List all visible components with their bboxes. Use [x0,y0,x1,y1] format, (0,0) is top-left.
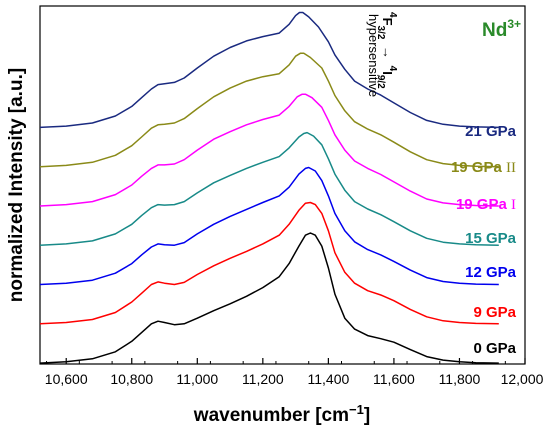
x-axis-title: wavenumber [cm−1] [193,402,370,426]
legend-entry-text: 9 GPa [473,304,516,321]
series-line-2 [39,166,499,286]
x-tick-label: 11,800 [439,371,481,387]
legend-entry: 0 GPa [473,340,516,357]
legend-entry-text: 19 GPa [451,159,506,176]
legend-entry-text: 12 GPa [465,264,517,281]
x-axis-ticks: 10,600 10,800 11,000 11,200 11,400 11,600 11,8… [45,358,544,387]
series-line-1 [39,201,499,325]
x-tick-label: 11,200 [242,371,284,387]
transition-annotation: 4F3/2 → 4I9/2 hypersensitive [366,12,398,97]
series-line-5 [39,52,499,168]
legend-entry: 19 GPa I [456,196,516,213]
legend-entry: 15 GPa [465,230,517,247]
x-tick-label: 10,600 [45,371,88,387]
transition-initial-sup: 4 [387,12,398,18]
legend-entry: 12 GPa [465,264,517,281]
y-axis-title: normalized Intensity [a.u.] [6,68,27,302]
transition-final-sub: 9/2 [375,75,386,89]
legend-entry-roman: II [506,160,516,176]
x-tick-label: 12,000 [501,371,544,387]
ion-label-base: Nd [482,20,507,41]
x-tick-label: 11,400 [307,371,349,387]
x-axis-title-main: wavenumber [cm [193,405,349,426]
legend-entry-text: 21 GPa [465,123,517,140]
transition-arrow: → [380,42,395,62]
plot-frame [39,5,526,365]
svg-text:4F3/2 → 4I9/2: 4F3/2 → 4I9/2 [375,12,398,89]
legend-entry-text: 19 GPa [456,196,511,213]
x-tick-label: 11,600 [373,371,415,387]
legend-entry: 19 GPa II [451,159,516,176]
transition-initial: F [380,18,395,26]
legend-entry: 21 GPa [465,123,517,140]
x-tick-label: 11,000 [176,371,218,387]
legend-entry-roman: I [511,197,516,213]
x-axis-title-close: ] [364,405,370,426]
series-line-6 [39,11,499,129]
transition-final: I [380,71,395,75]
legend-entry-text: 0 GPa [473,340,516,357]
x-axis-title-exponent: −1 [349,402,364,417]
transition-initial-sub: 3/2 [375,26,386,40]
ion-label-charge: 3+ [507,17,521,31]
series-line-4 [39,93,499,207]
series-line-0 [39,232,499,364]
legend-entry: 9 GPa [473,304,516,321]
ion-label: Nd3+ [482,17,521,41]
transition-final-sup: 4 [387,66,398,72]
series-line-3 [39,131,499,246]
series-layer [39,11,499,364]
legend-entry-text: 15 GPa [465,230,517,247]
x-tick-label: 10,800 [110,371,153,387]
hypersensitive-label: hypersensitive [366,14,381,97]
